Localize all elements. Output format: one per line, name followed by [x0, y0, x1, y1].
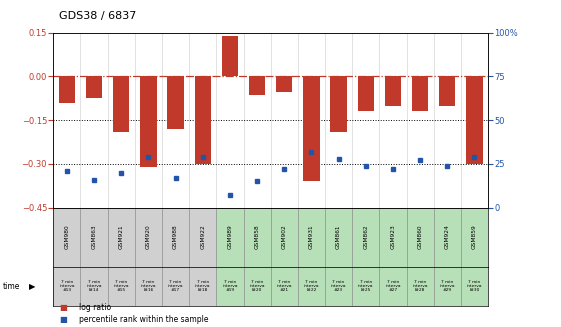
- Bar: [352, 208, 379, 267]
- Bar: [140, 77, 157, 167]
- Text: GSM921: GSM921: [119, 225, 124, 250]
- Text: GSM980: GSM980: [65, 225, 70, 250]
- Bar: [195, 77, 211, 164]
- Text: time: time: [3, 282, 20, 291]
- Bar: [222, 36, 238, 77]
- Bar: [135, 267, 162, 306]
- Text: GSM902: GSM902: [282, 225, 287, 250]
- Bar: [270, 208, 298, 267]
- Bar: [243, 267, 270, 306]
- Bar: [167, 77, 183, 129]
- Bar: [276, 77, 292, 93]
- Text: 7 min
interva
#17: 7 min interva #17: [168, 280, 183, 292]
- Text: 7 min
interva
#15: 7 min interva #15: [113, 280, 129, 292]
- Text: GSM989: GSM989: [227, 225, 232, 250]
- Bar: [189, 208, 217, 267]
- Text: GSM860: GSM860: [417, 225, 422, 250]
- Bar: [270, 267, 298, 306]
- Text: 7 min
interva
l#16: 7 min interva l#16: [141, 280, 156, 292]
- Text: ■: ■: [59, 303, 67, 312]
- Bar: [135, 208, 162, 267]
- Text: GSM861: GSM861: [336, 225, 341, 249]
- Text: 7 min
interva
#23: 7 min interva #23: [331, 280, 346, 292]
- Bar: [325, 208, 352, 267]
- Text: 7 min
interva
#27: 7 min interva #27: [385, 280, 401, 292]
- Bar: [352, 267, 379, 306]
- Bar: [162, 208, 189, 267]
- Bar: [189, 267, 217, 306]
- Bar: [217, 267, 243, 306]
- Bar: [357, 77, 374, 112]
- Text: GSM863: GSM863: [91, 225, 96, 250]
- Text: GSM924: GSM924: [445, 225, 450, 250]
- Bar: [379, 267, 407, 306]
- Text: ■: ■: [59, 315, 67, 324]
- Text: GSM931: GSM931: [309, 225, 314, 250]
- Bar: [86, 77, 102, 98]
- Bar: [379, 208, 407, 267]
- Text: GSM862: GSM862: [364, 225, 368, 250]
- Bar: [385, 77, 401, 106]
- Bar: [298, 208, 325, 267]
- Bar: [330, 77, 347, 132]
- Text: 7 min
interva
l#22: 7 min interva l#22: [304, 280, 319, 292]
- Bar: [407, 267, 434, 306]
- Bar: [113, 77, 130, 132]
- Bar: [53, 208, 80, 267]
- Text: 7 min
interva
l#14: 7 min interva l#14: [86, 280, 102, 292]
- Text: GSM923: GSM923: [390, 225, 396, 250]
- Text: GSM922: GSM922: [200, 225, 205, 250]
- Bar: [80, 267, 108, 306]
- Text: 7 min
interva
l#28: 7 min interva l#28: [412, 280, 428, 292]
- Bar: [325, 267, 352, 306]
- Bar: [53, 267, 80, 306]
- Bar: [162, 267, 189, 306]
- Text: GSM859: GSM859: [472, 225, 477, 250]
- Bar: [217, 208, 243, 267]
- Bar: [412, 77, 428, 112]
- Text: 7 min
interva
#13: 7 min interva #13: [59, 280, 75, 292]
- Bar: [434, 267, 461, 306]
- Bar: [439, 77, 456, 106]
- Text: 7 min
interva
#29: 7 min interva #29: [440, 280, 455, 292]
- Text: ▶: ▶: [29, 282, 36, 291]
- Text: 7 min
interva
l#30: 7 min interva l#30: [467, 280, 482, 292]
- Bar: [249, 77, 265, 95]
- Text: percentile rank within the sample: percentile rank within the sample: [79, 315, 208, 324]
- Bar: [108, 208, 135, 267]
- Bar: [243, 208, 270, 267]
- Text: 7 min
interva
l#20: 7 min interva l#20: [249, 280, 265, 292]
- Text: log ratio: log ratio: [79, 303, 111, 312]
- Text: 7 min
interva
#21: 7 min interva #21: [277, 280, 292, 292]
- Text: 7 min
interva
#19: 7 min interva #19: [222, 280, 238, 292]
- Bar: [108, 267, 135, 306]
- Bar: [298, 267, 325, 306]
- Bar: [461, 208, 488, 267]
- Bar: [304, 77, 320, 181]
- Bar: [461, 267, 488, 306]
- Bar: [59, 77, 75, 103]
- Bar: [466, 77, 482, 164]
- Text: 7 min
interva
l#25: 7 min interva l#25: [358, 280, 374, 292]
- Text: GSM988: GSM988: [173, 225, 178, 250]
- Text: GSM858: GSM858: [255, 225, 260, 250]
- Bar: [407, 208, 434, 267]
- Bar: [434, 208, 461, 267]
- Text: 7 min
interva
l#18: 7 min interva l#18: [195, 280, 210, 292]
- Bar: [80, 208, 108, 267]
- Text: GDS38 / 6837: GDS38 / 6837: [59, 11, 136, 22]
- Text: GSM920: GSM920: [146, 225, 151, 250]
